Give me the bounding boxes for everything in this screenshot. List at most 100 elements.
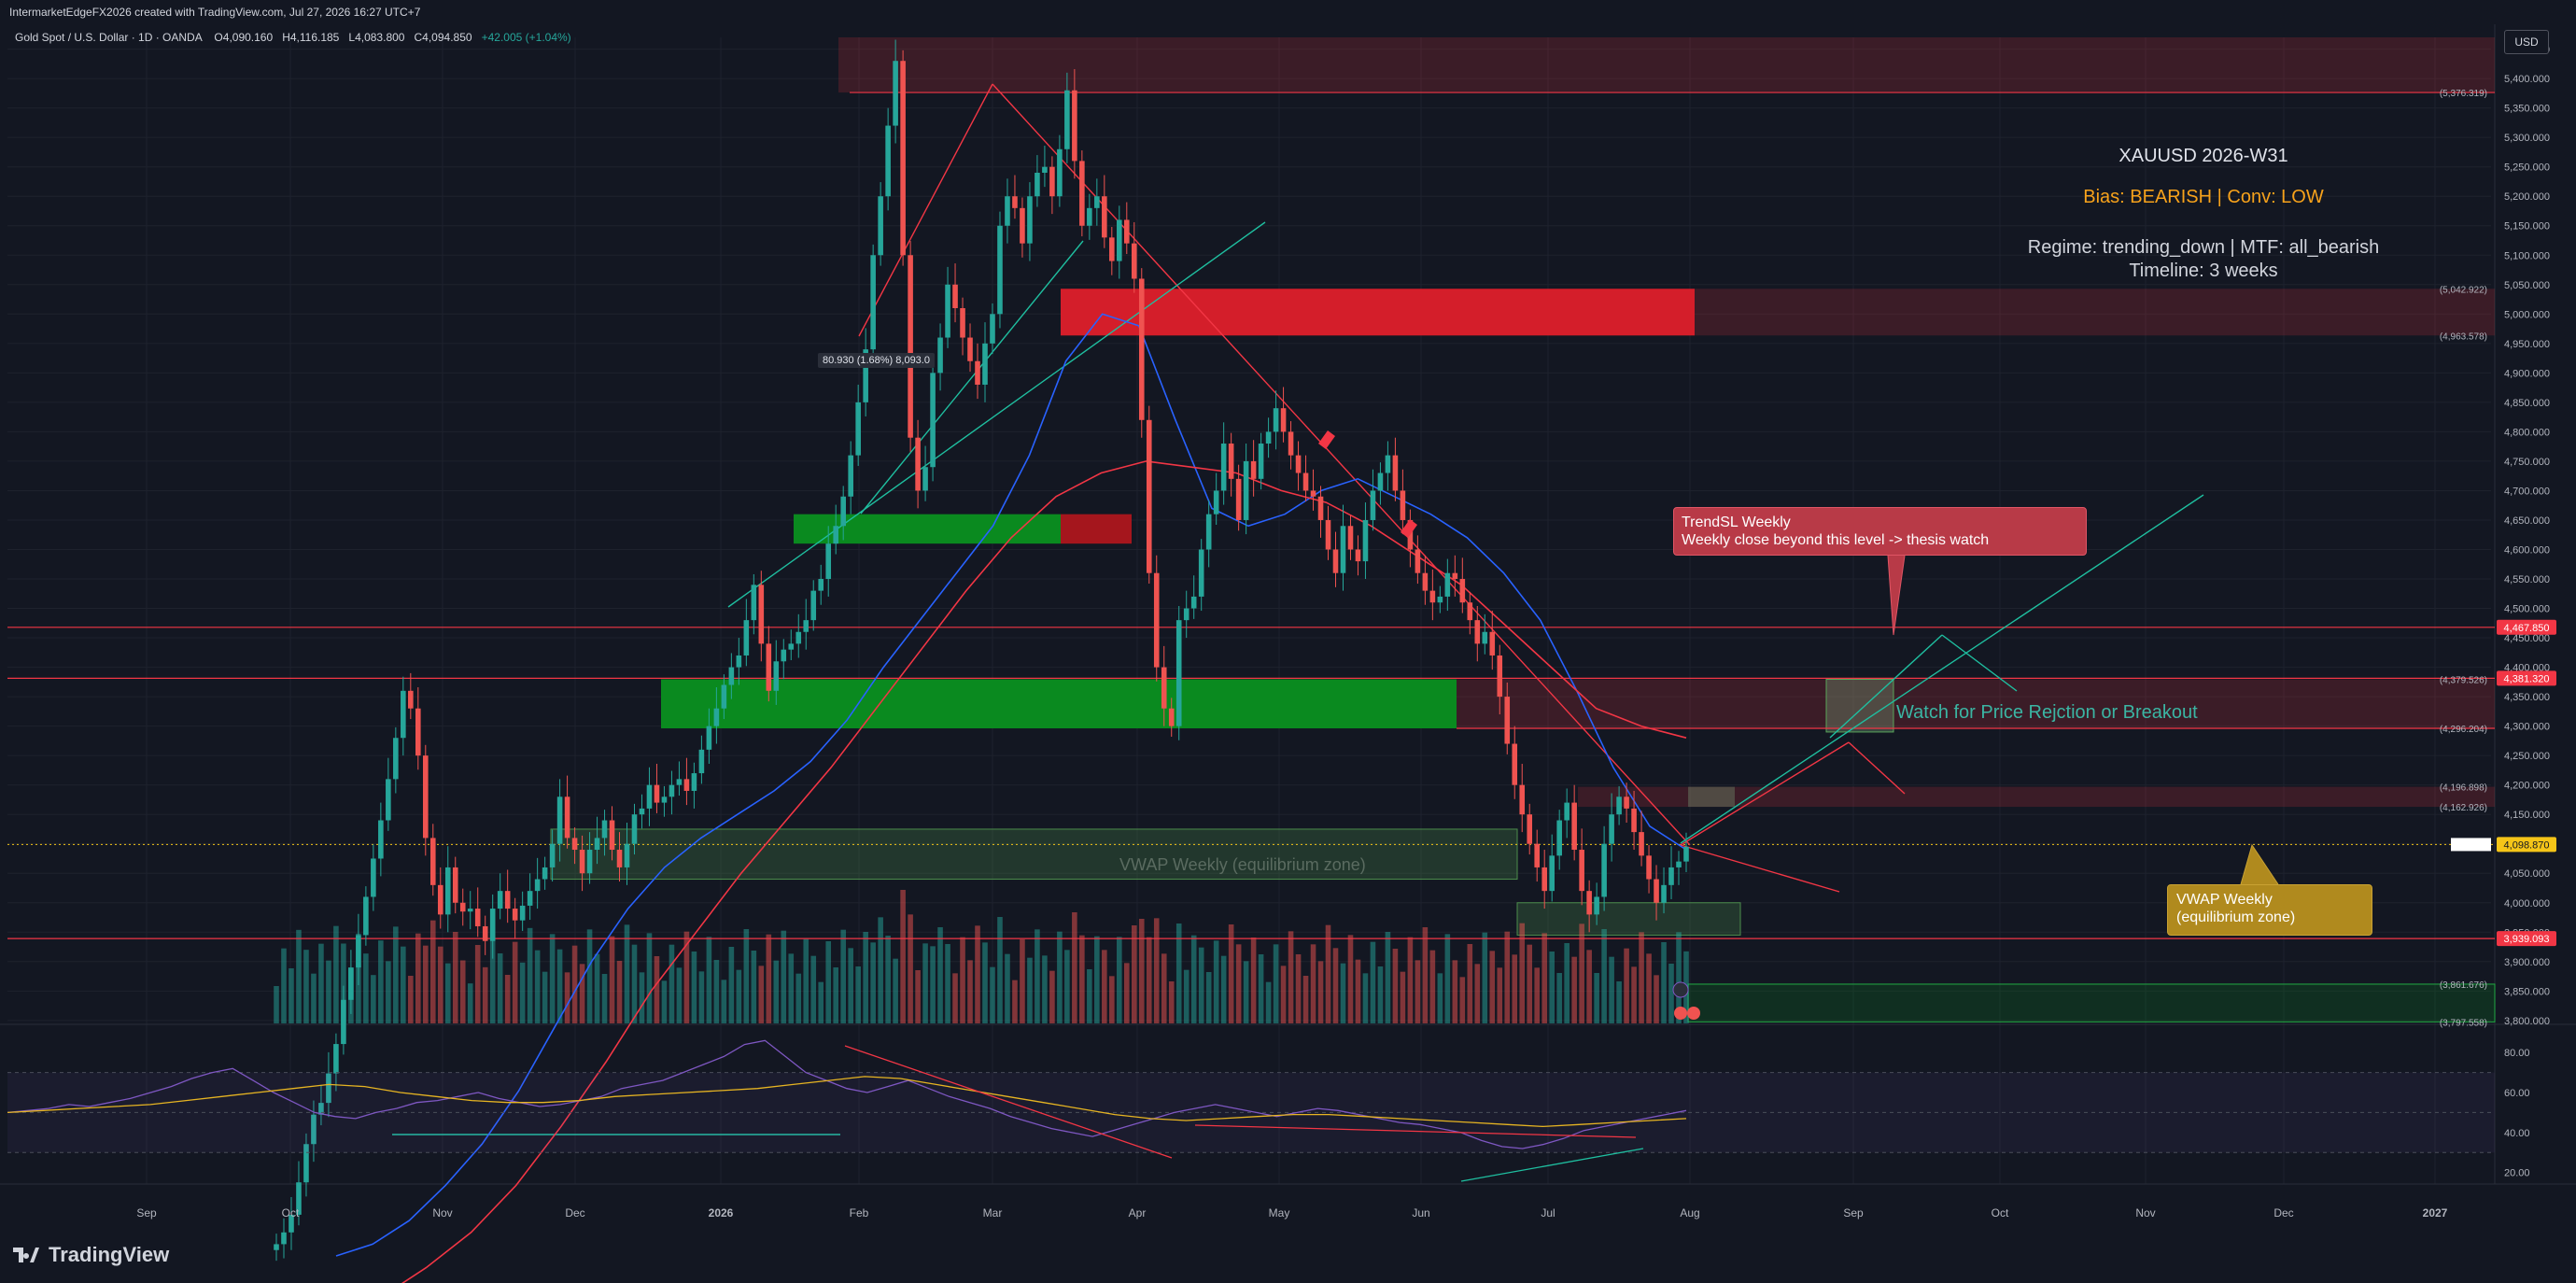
candle-body [1355, 549, 1361, 562]
candle-body [444, 867, 451, 915]
candle-body [318, 1103, 324, 1115]
candle-body [1646, 855, 1652, 880]
volume-bar [758, 966, 765, 1023]
volume-bar [1265, 981, 1272, 1023]
price-tag [2497, 670, 2556, 686]
candle-body [758, 585, 765, 644]
candle-body [1213, 490, 1219, 515]
volume-bar [1042, 955, 1048, 1023]
candle-body [437, 884, 443, 915]
volume-bar [1205, 972, 1212, 1023]
price-tick-label: 3,850.000 [2504, 986, 2550, 997]
volume-bar [1213, 940, 1219, 1023]
volume-bar [930, 946, 936, 1023]
volume-bar [497, 953, 503, 1023]
volume-bar [1079, 935, 1085, 1023]
volume-bar [1131, 925, 1137, 1023]
volume-bar [1579, 923, 1584, 1023]
volume-bar [1317, 961, 1324, 1023]
candle-body [1415, 549, 1421, 573]
volume-bar [893, 958, 898, 1023]
volume-bar [1183, 969, 1189, 1023]
bullish-projection [1680, 494, 2204, 844]
price-tick-label: 4,200.000 [2504, 781, 2550, 792]
volume-bar [1631, 966, 1637, 1023]
support-trendline-1 [860, 240, 1084, 515]
volume-bar [952, 973, 958, 1023]
volume-bar [878, 917, 883, 1023]
candles[interactable] [274, 39, 1689, 1262]
trend-sl-callout[interactable]: TrendSL Weekly Weekly close beyond this … [1673, 507, 2087, 556]
price-tick-label: 5,150.000 [2504, 221, 2550, 233]
volume-bar [1661, 942, 1667, 1023]
horizontal-levels: (5,376.319) (5,042.922) (4,963.578) (4,379.… [7, 89, 2495, 1028]
level-label: (4,963.578) [2440, 331, 2487, 342]
change-value: +42.005 (+1.04%) [481, 31, 571, 44]
candle-body [893, 61, 898, 126]
candle-body [333, 1044, 339, 1074]
price-tick-label: 4,150.000 [2504, 810, 2550, 821]
candle-body [1228, 444, 1234, 479]
candle-body [512, 909, 518, 921]
level-label: (4,296.204) [2440, 725, 2487, 735]
demand-zone-broken [1061, 514, 1132, 544]
volume-bar [579, 964, 585, 1023]
volume-bar [1437, 973, 1443, 1023]
volume-bar [960, 937, 965, 1023]
volume-bar [1564, 943, 1570, 1023]
volume-bar [1012, 980, 1018, 1023]
time-tick-label: May [1269, 1206, 1290, 1220]
volume-bar [1302, 976, 1309, 1023]
volume-bar [1161, 953, 1167, 1023]
candle-body [773, 661, 780, 691]
volume-bar [1601, 929, 1607, 1023]
price-tick-label: 5,250.000 [2504, 162, 2550, 174]
trend-sl-body: Weekly close beyond this level -> thesis… [1682, 532, 1990, 548]
candle-body [281, 1232, 287, 1245]
candle-body [311, 1114, 317, 1145]
volume-bar [281, 948, 287, 1023]
volume-bar [1123, 963, 1130, 1023]
volume-bar [1220, 955, 1227, 1023]
candle-body [1123, 219, 1130, 244]
time-tick-label: Dec [2273, 1206, 2293, 1220]
candle-body [1340, 526, 1346, 573]
volume-bar [624, 924, 630, 1023]
volume-bar [1250, 938, 1257, 1023]
level-label: (4,196.898) [2440, 783, 2487, 794]
candle-body [1153, 572, 1160, 668]
volume-bar [1512, 954, 1518, 1023]
candle-body [975, 360, 980, 385]
candle-body [713, 708, 720, 726]
candle-body [1370, 490, 1376, 520]
candle-body [571, 838, 578, 851]
volume-bar [1146, 937, 1152, 1023]
rsi-tick-label: 40.00 [2504, 1128, 2530, 1139]
price-tick-label: 5,400.000 [2504, 74, 2550, 85]
rsi-pane [7, 1039, 2495, 1182]
candle-body [1049, 166, 1055, 197]
candle-body [1317, 496, 1324, 520]
level-label: (3,861.676) [2440, 980, 2487, 991]
time-axis[interactable]: Sep Oct Nov Dec 2026 Feb Mar Apr May Jun Jul Aug Sep… [136, 1206, 2447, 1220]
rsi-tick-label: 80.00 [2504, 1048, 2530, 1059]
volume-bar [274, 986, 279, 1023]
volume-bar [1415, 960, 1421, 1023]
candle-body [1594, 896, 1599, 915]
tradingview-brand[interactable]: TradingView [13, 1242, 169, 1268]
candle-body [1400, 490, 1406, 520]
candle-body [1027, 196, 1033, 244]
time-tick-label: Sep [136, 1206, 157, 1220]
price-tag-label: 4,467.850 [2504, 623, 2550, 634]
vwap-callout[interactable]: VWAP Weekly (equilibrium zone) [2167, 884, 2372, 936]
price-tick-label: 4,300.000 [2504, 722, 2550, 733]
volume-bar [691, 952, 697, 1023]
candle-body [378, 820, 384, 859]
volume-bar [429, 920, 436, 1023]
candle-body [1265, 431, 1272, 444]
time-tick-label: Mar [983, 1206, 1003, 1220]
volume-bar [452, 932, 458, 1023]
currency-button[interactable]: USD [2504, 30, 2549, 54]
candle-body [594, 838, 600, 851]
